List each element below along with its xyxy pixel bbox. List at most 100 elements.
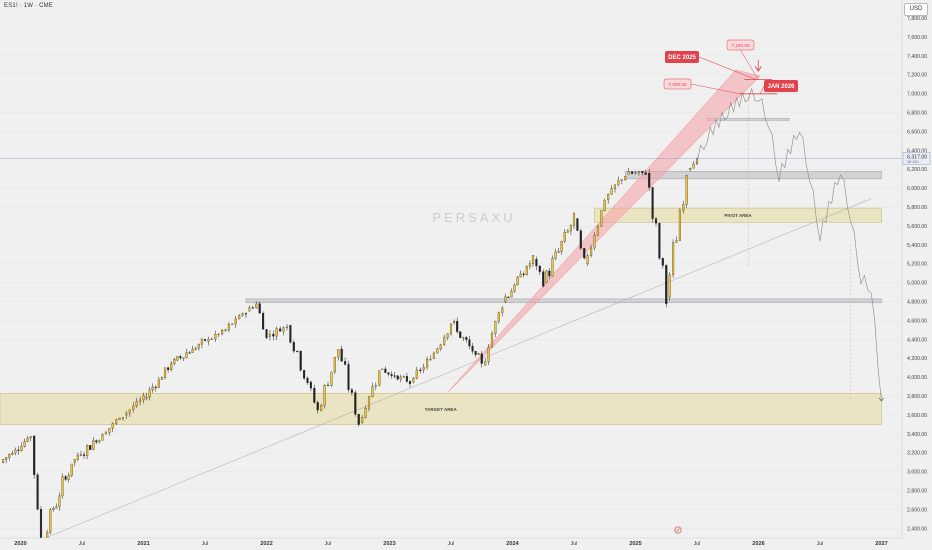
candle bbox=[384, 368, 387, 373]
candle bbox=[20, 446, 23, 451]
candle bbox=[422, 366, 425, 371]
candle bbox=[484, 361, 487, 366]
candle bbox=[282, 327, 285, 332]
candle bbox=[497, 312, 500, 322]
candle bbox=[268, 333, 271, 337]
y-tick-label: 3,600.00 bbox=[907, 413, 927, 419]
x-tick-label: Jul bbox=[694, 541, 701, 547]
candle bbox=[644, 172, 647, 175]
candle bbox=[279, 328, 282, 332]
candle bbox=[170, 363, 173, 370]
candle bbox=[634, 172, 637, 174]
candle bbox=[182, 357, 185, 359]
candle bbox=[135, 401, 138, 407]
target-zone bbox=[0, 393, 882, 425]
y-tick-label: 4,800.00 bbox=[907, 300, 927, 306]
candle bbox=[449, 323, 453, 334]
callout-line bbox=[690, 83, 740, 95]
date-callout bbox=[665, 51, 699, 63]
candle bbox=[70, 463, 73, 476]
y-tick-label: 6,000.00 bbox=[907, 186, 927, 192]
x-tick-label: Jul bbox=[202, 541, 209, 547]
candle bbox=[576, 218, 579, 231]
candle bbox=[33, 435, 36, 475]
candle bbox=[29, 436, 32, 439]
candle bbox=[306, 378, 309, 383]
current-price-label: 6,317.00 bbox=[907, 154, 927, 160]
candle bbox=[367, 396, 371, 409]
price-callout-label: 7,150.00 bbox=[732, 43, 750, 48]
candle bbox=[39, 509, 43, 539]
candle bbox=[224, 329, 227, 331]
candle bbox=[49, 509, 52, 533]
x-tick-label: 2027 bbox=[875, 541, 887, 547]
candle bbox=[477, 353, 480, 355]
candle bbox=[462, 337, 465, 339]
y-tick-label: 4,600.00 bbox=[907, 318, 927, 324]
y-tick-label: 5,000.00 bbox=[907, 281, 927, 287]
zone-label: TARGET AREA bbox=[425, 407, 458, 412]
candle bbox=[5, 457, 8, 460]
candle bbox=[617, 180, 620, 185]
candle bbox=[510, 290, 513, 298]
y-tick-label: 5,800.00 bbox=[907, 205, 927, 211]
candle bbox=[569, 225, 572, 232]
candle bbox=[95, 440, 98, 443]
candle bbox=[620, 179, 623, 181]
candle bbox=[86, 445, 89, 456]
candle bbox=[412, 378, 415, 383]
candle bbox=[207, 339, 210, 342]
candle bbox=[197, 344, 200, 349]
candle bbox=[381, 368, 384, 370]
x-tick-label: 2020 bbox=[14, 541, 26, 547]
candle bbox=[665, 265, 668, 304]
candle bbox=[108, 428, 111, 433]
candle bbox=[685, 175, 688, 205]
candle bbox=[542, 271, 545, 287]
replay-icon bbox=[676, 528, 680, 532]
candle bbox=[83, 454, 86, 456]
candle bbox=[468, 339, 471, 347]
candle bbox=[658, 223, 661, 259]
candle bbox=[436, 348, 439, 354]
candle bbox=[17, 449, 20, 451]
candle bbox=[67, 475, 70, 480]
candle bbox=[160, 377, 164, 380]
x-tick-label: 2026 bbox=[752, 541, 764, 547]
y-tick-label: 6,400.00 bbox=[907, 148, 927, 154]
candle bbox=[465, 337, 468, 340]
candle bbox=[695, 159, 699, 165]
candle bbox=[258, 303, 261, 314]
candle bbox=[248, 307, 251, 312]
candle bbox=[337, 349, 340, 358]
candle bbox=[125, 413, 128, 416]
candle bbox=[64, 476, 67, 480]
candle bbox=[474, 351, 477, 355]
symbol-label[interactable]: ES1! · 1W · CME bbox=[4, 3, 54, 9]
x-tick-label: 2022 bbox=[260, 541, 272, 547]
candle bbox=[596, 225, 599, 236]
currency-label[interactable]: USD bbox=[904, 3, 928, 16]
candle bbox=[145, 396, 148, 399]
candle bbox=[672, 242, 675, 275]
candle bbox=[399, 376, 402, 380]
y-tick-label: 3,800.00 bbox=[907, 394, 927, 400]
candle bbox=[14, 449, 17, 454]
y-tick-label: 5,600.00 bbox=[907, 224, 927, 230]
candle bbox=[58, 495, 61, 507]
candle bbox=[234, 318, 237, 325]
candle bbox=[221, 330, 224, 335]
y-tick-label: 4,400.00 bbox=[907, 337, 927, 343]
x-tick-label: Jul bbox=[79, 541, 86, 547]
y-tick-label: 7,800.00 bbox=[907, 16, 927, 22]
candle bbox=[535, 259, 538, 267]
candle bbox=[55, 506, 58, 509]
candle bbox=[200, 339, 203, 345]
candle bbox=[525, 266, 528, 275]
candle bbox=[163, 367, 167, 378]
candle bbox=[241, 313, 244, 316]
y-tick-label: 4,000.00 bbox=[907, 375, 927, 381]
countdown-label: 2d 12h bbox=[907, 160, 919, 164]
